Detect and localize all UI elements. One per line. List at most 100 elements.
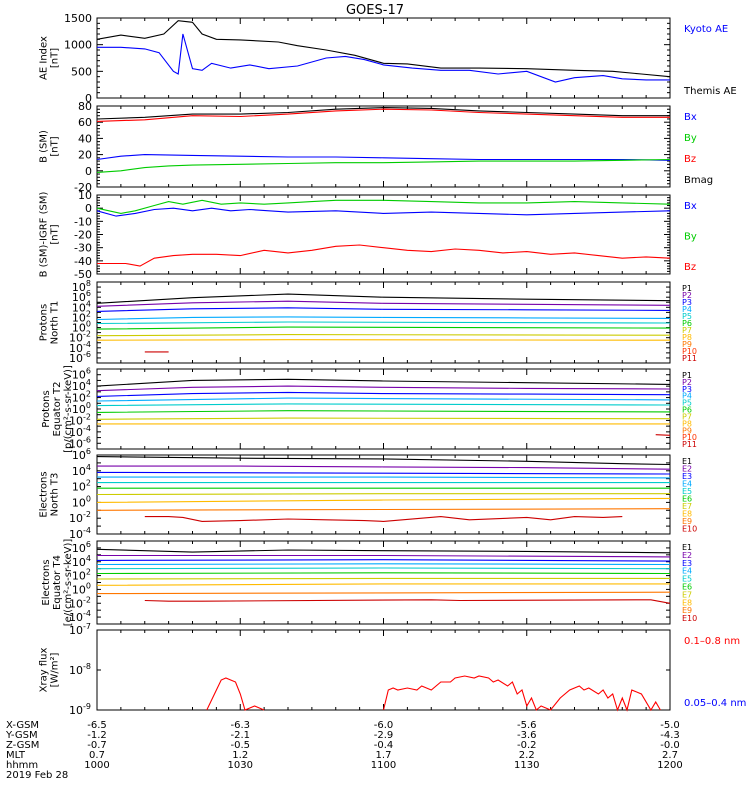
legend-entry: P8 — [682, 333, 692, 342]
legend-entry: E10 — [682, 614, 697, 623]
x-axis-value: 1030 — [228, 760, 253, 771]
x-axis-row-label: Y-GSM — [5, 730, 38, 741]
x-axis-value: -4.3 — [660, 730, 680, 741]
legend-entry: E7 — [682, 590, 692, 599]
x-axis-value: -0.2 — [517, 740, 537, 751]
series-line — [96, 20, 671, 78]
legend-entry: E1 — [682, 457, 692, 466]
legend-entry: P10 — [682, 433, 697, 442]
y-axis-label-line: [nT] — [50, 224, 61, 244]
y-tick-label: 10-2 — [69, 330, 91, 345]
panel-frame — [96, 17, 671, 99]
legend-entry: 0.1–0.8 nm — [684, 636, 740, 647]
channel-line — [96, 307, 671, 312]
legend-entry: E1 — [682, 543, 692, 552]
legend-entry: 0.05–0.4 nm — [684, 698, 746, 709]
legend-entry: P7 — [682, 326, 692, 335]
y-tick-label: 0 — [85, 165, 92, 178]
x-axis-value: -0.4 — [374, 740, 394, 751]
y-axis-label-line: Protons — [41, 390, 52, 427]
y-axis-label-line: [nT] — [50, 136, 61, 156]
y-tick-label: 10-2 — [69, 412, 91, 427]
legend-entry: P2 — [682, 378, 692, 387]
legend-entry: By — [684, 232, 697, 243]
channel-line — [96, 577, 670, 580]
y-axis-label-line: Xray flux — [39, 648, 50, 693]
legend-entry: P5 — [682, 312, 692, 321]
y-tick-label: 10-2 — [69, 595, 91, 610]
y-tick-label: 104 — [72, 378, 91, 393]
x-axis-value: -2.9 — [374, 730, 394, 741]
x-axis-value: -0.5 — [230, 740, 250, 751]
x-axis-value: 1000 — [84, 760, 109, 771]
channel-line — [96, 563, 671, 566]
channel-line — [96, 378, 671, 387]
y-tick-label: 10-6 — [69, 435, 91, 450]
legend-entry: P2 — [682, 291, 692, 300]
y-tick-label: 10-6 — [69, 350, 91, 365]
x-axis-value: -6.5 — [87, 720, 107, 731]
x-axis-table: X-GSM -6.5 -6.3 -6.0 -5.6 -5.0 Y-GSM -1.2 -2.1 -2… — [5, 720, 683, 781]
channel-line — [96, 316, 671, 321]
x-axis-value: 1130 — [514, 760, 539, 771]
legend-entry: E9 — [682, 606, 692, 615]
channel-line — [96, 497, 671, 503]
x-axis-value: 1.2 — [232, 750, 248, 761]
channel-line — [96, 508, 671, 511]
y-axis-label-line: North T3 — [50, 473, 61, 517]
y-axis-label-line: [e/(cm²-s-sr-keV)] — [63, 539, 74, 627]
x-axis-value: -5.6 — [517, 720, 537, 731]
legend-entry: E4 — [682, 567, 692, 576]
y-tick-label: -40 — [74, 255, 92, 268]
channel-line — [96, 293, 671, 304]
legend-entry: P11 — [682, 440, 697, 449]
panel-2: -20 0 20 40 60 80 B (SM) [nT] Bx By Bz Bmag — [39, 100, 714, 194]
y-tick-label: -10 — [74, 215, 92, 228]
x-axis-row-label: MLT — [6, 750, 26, 761]
channel-line — [96, 572, 671, 575]
y-axis-label-line: Electrons — [41, 559, 52, 605]
legend-entry: Bz — [684, 154, 696, 165]
y-tick-label: 100 — [72, 581, 91, 596]
legend-entry: E10 — [682, 525, 697, 534]
channel-line — [97, 465, 671, 470]
legend-entry: Themis AE — [683, 86, 737, 97]
channel-line — [96, 339, 671, 341]
y-tick-label: 104 — [72, 463, 91, 478]
legend-entry: P11 — [682, 354, 697, 363]
y-axis-label-line: North T1 — [50, 301, 61, 345]
y-axis-label: Protons North T1 — [39, 301, 61, 345]
y-axis-label: B (SM)-IGRF (SM) [nT] — [39, 192, 61, 278]
panel-frame — [96, 540, 671, 625]
y-tick-label: 108 — [72, 279, 91, 294]
legend-entry: E8 — [682, 510, 692, 519]
series-line — [96, 107, 670, 120]
channel-line — [96, 326, 671, 330]
y-axis-label: Protons Equator T2 [p/(cm²-s-sr-keV)] — [41, 365, 74, 453]
x-axis-value: 1100 — [371, 760, 396, 771]
channel-line — [97, 554, 671, 558]
legend-entry: E8 — [682, 598, 692, 607]
legend-entry: E3 — [682, 472, 692, 481]
legend-entry: E9 — [682, 517, 692, 526]
panel-frame — [96, 194, 671, 275]
y-axis-label: AE Index [nT] — [39, 36, 61, 80]
legend-entry: E6 — [682, 495, 692, 504]
y-axis-label-line: Protons — [39, 304, 50, 341]
x-axis-value: 1.7 — [376, 750, 392, 761]
y-axis-label: B (SM) [nT] — [39, 130, 61, 163]
y-tick-label: 1000 — [64, 39, 92, 52]
y-axis-label-line: Equator T4 — [52, 555, 63, 610]
channel-line — [96, 548, 671, 554]
y-tick-label: 10 — [78, 189, 92, 202]
y-tick-label: 500 — [71, 65, 92, 78]
legend-entry: E7 — [682, 502, 692, 511]
y-tick-label: -20 — [74, 229, 92, 242]
series-line — [97, 33, 670, 83]
legend-entry: P10 — [682, 347, 697, 356]
series-line — [206, 677, 265, 711]
channel-line — [96, 391, 671, 397]
